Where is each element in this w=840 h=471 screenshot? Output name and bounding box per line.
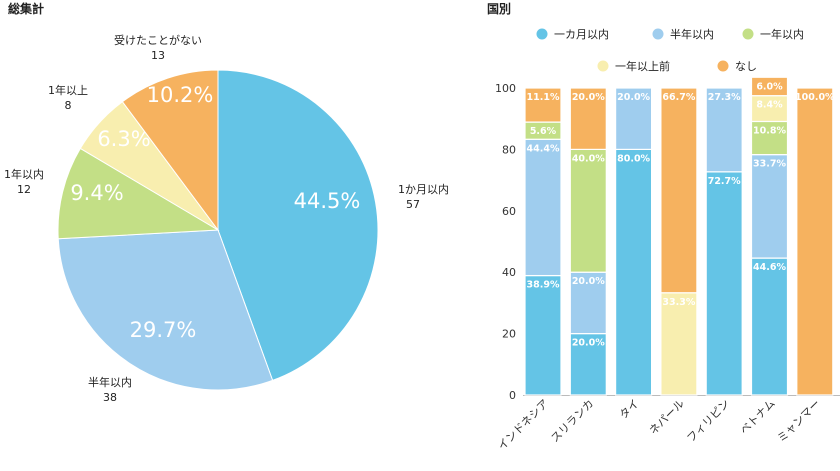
bar-value-label: 44.6% [753, 262, 786, 273]
pie-slice-count: 57 [406, 198, 420, 211]
bar-segment [660, 292, 698, 396]
legend-label: 一年以内 [760, 27, 804, 41]
pie-slice-label: 受けたことがない [114, 33, 202, 47]
pie-slice-percent: 10.2% [147, 83, 214, 107]
bar-segment [750, 257, 789, 396]
y-tick-label: 20 [502, 328, 516, 341]
bar-segment [614, 87, 653, 151]
bar-segment [569, 271, 607, 335]
x-tick-label: フィリピン [684, 397, 732, 445]
pie-slice [121, 69, 219, 232]
legend-marker [536, 28, 548, 40]
bar-title: 国別 [487, 2, 512, 16]
x-tick-label: ミャンマー [775, 397, 823, 445]
y-tick-label: 40 [502, 266, 516, 279]
bar-value-label: 8.4% [756, 100, 783, 111]
bar-segment [569, 333, 607, 396]
bar-segment [705, 87, 743, 173]
bar-value-label: 20.0% [572, 338, 605, 349]
pie-slice [217, 69, 379, 382]
bar-segment [569, 148, 607, 273]
bar-segment [705, 171, 743, 396]
y-tick-label: 100 [495, 82, 516, 95]
pie-slice [57, 147, 220, 240]
pie-slice-count: 13 [151, 49, 165, 62]
bar-value-label: 11.1% [527, 92, 560, 103]
legend-label: なし [735, 60, 757, 73]
legend-marker [652, 28, 664, 40]
bar-segment [796, 87, 834, 396]
bar-value-label: 72.7% [708, 176, 741, 187]
bar-segment [750, 95, 789, 123]
bar-value-label: 80.0% [617, 153, 650, 164]
x-tick-label: インドネシア [495, 397, 551, 453]
bar-value-label: 10.8% [753, 125, 786, 136]
legend-label: 一カ月以内 [554, 27, 609, 41]
bar-value-label: 20.0% [617, 92, 650, 103]
legend-marker [742, 28, 754, 40]
x-tick-label: ネパール [647, 397, 687, 437]
bar-value-label: 44.4% [527, 143, 560, 154]
pie-slice-label: 1か月以内 [398, 182, 449, 196]
bar-value-label: 100.0% [795, 92, 835, 103]
bar-segment [750, 154, 789, 259]
bar-value-label: 20.0% [572, 92, 605, 103]
bar-value-label: 66.7% [662, 92, 695, 103]
legend-label: 半年以内 [670, 27, 714, 41]
x-tick-label: タイ [617, 397, 642, 422]
legend-label: 一年以上前 [615, 59, 670, 73]
bar-value-label: 5.6% [530, 126, 557, 137]
pie-slice-percent: 29.7% [130, 318, 197, 342]
pie-title: 総集計 [8, 2, 45, 16]
bar-segment [524, 87, 562, 123]
pie-slice [57, 229, 274, 391]
bar-value-label: 33.7% [753, 159, 786, 170]
pie-slice-percent: 9.4% [70, 181, 123, 205]
bar-segment [524, 274, 562, 396]
pie-slice-percent: 6.3% [97, 127, 150, 151]
bar-segment [524, 138, 562, 277]
bar-segment [660, 87, 698, 294]
x-tick-label: ベトナム [738, 397, 778, 437]
bar-value-label: 20.0% [572, 276, 605, 287]
bar-value-label: 38.9% [527, 280, 560, 291]
bar-value-label: 33.3% [662, 297, 695, 308]
pie-slice-count: 12 [17, 183, 31, 196]
pie-slice-label: 1年以上 [48, 83, 88, 97]
pie-slice-label: 1年以内 [4, 167, 44, 181]
bar-value-label: 6.0% [756, 81, 783, 92]
pie-slice-count: 8 [65, 99, 72, 112]
bar-segment [750, 120, 789, 156]
bar-value-label: 27.3% [708, 92, 741, 103]
pie-slice-label: 半年以内 [88, 375, 132, 389]
legend-marker [597, 60, 609, 72]
y-tick-label: 0 [509, 389, 516, 402]
pie-slice-percent: 44.5% [294, 189, 361, 213]
bar-value-label: 40.0% [572, 153, 605, 164]
y-tick-label: 80 [502, 143, 516, 156]
bar-segment [750, 76, 789, 97]
bar-segment [569, 87, 607, 151]
pie-slice-count: 38 [103, 391, 117, 404]
x-tick-label: スリランカ [548, 397, 596, 445]
y-tick-label: 60 [502, 205, 516, 218]
legend-marker [717, 60, 729, 72]
bar-segment [614, 148, 653, 396]
